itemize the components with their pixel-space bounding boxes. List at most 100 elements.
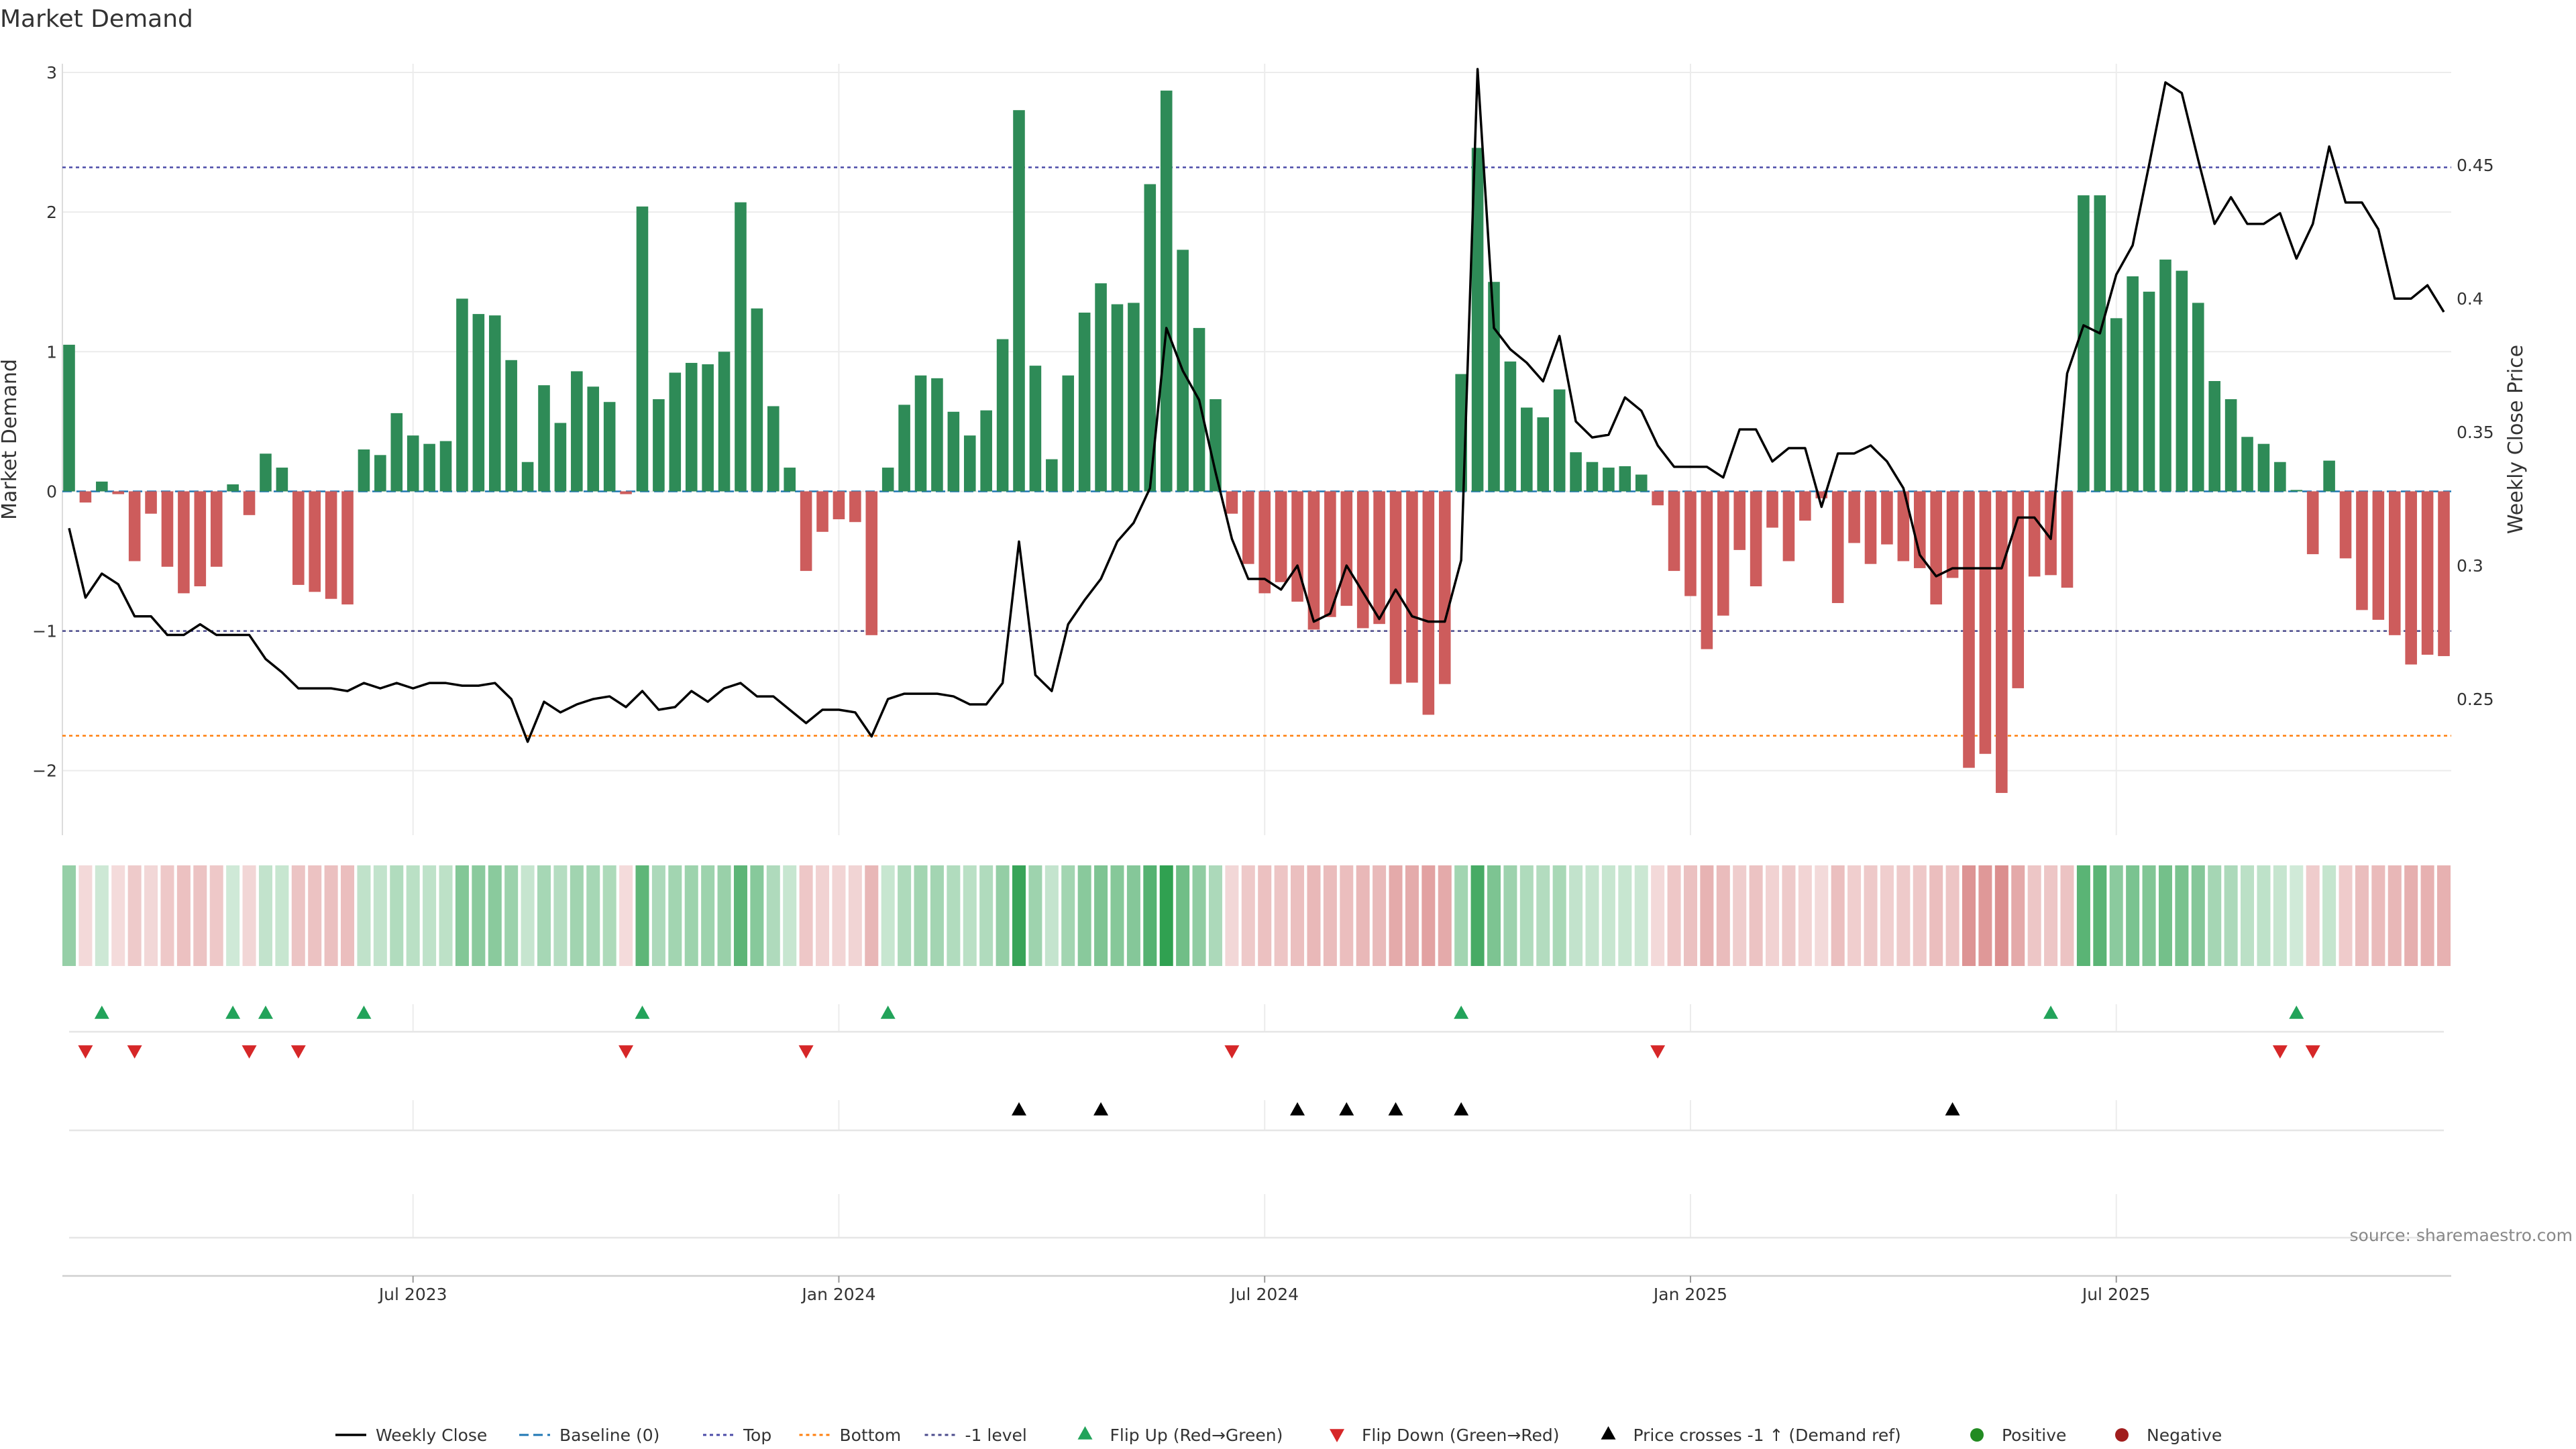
demand-bar — [1684, 491, 1697, 596]
heat-cell — [1323, 865, 1337, 966]
demand-bar — [505, 360, 517, 492]
heat-cell — [1421, 865, 1436, 966]
legend-label: Positive — [2002, 1426, 2066, 1445]
heat-cell — [586, 865, 600, 966]
heat-cell — [898, 865, 912, 966]
legend-label: Flip Down (Green→Red) — [1362, 1426, 1560, 1445]
heat-cell — [2126, 865, 2140, 966]
demand-bar — [1307, 491, 1320, 630]
demand-bar — [2421, 491, 2434, 655]
heat-cell — [504, 865, 519, 966]
demand-bar — [1930, 491, 1942, 605]
heat-cell — [111, 865, 125, 966]
demand-bar — [980, 410, 992, 492]
legend-swatch — [2115, 1428, 2129, 1442]
price-cross-marker — [1454, 1102, 1469, 1116]
demand-bar — [1815, 491, 1828, 498]
demand-bar — [669, 372, 682, 492]
flip-down-marker — [127, 1045, 142, 1059]
demand-bar — [1537, 417, 1550, 492]
demand-bar — [341, 491, 354, 605]
demand-bar — [1291, 491, 1303, 602]
demand-bar — [718, 352, 731, 492]
demand-bar — [784, 468, 796, 492]
demand-bar — [603, 402, 616, 492]
demand-bar — [1406, 491, 1418, 683]
heat-cell — [1913, 865, 1927, 966]
demand-bar — [276, 468, 288, 492]
legend: Weekly Close Baseline (0) Top Bottom -1 leve… — [335, 1426, 2222, 1445]
heat-cell — [1716, 865, 1730, 966]
heat-cell — [1815, 865, 1829, 966]
demand-bar — [112, 491, 125, 494]
right-tick-label: 0.3 — [2457, 556, 2483, 576]
heat-cell — [799, 865, 813, 966]
demand-bar — [1128, 303, 1140, 492]
demand-bar — [2438, 491, 2450, 657]
demand-bar — [996, 339, 1009, 492]
demand-bar — [439, 441, 452, 492]
heat-cell — [193, 865, 207, 966]
heat-cell — [373, 865, 387, 966]
legend-label: Weekly Close — [376, 1426, 487, 1445]
heat-cell — [1847, 865, 1862, 966]
heat-cell — [2371, 865, 2385, 966]
heat-cell — [2306, 865, 2320, 966]
demand-bar — [488, 315, 501, 492]
legend-swatch — [1077, 1426, 1093, 1440]
demand-bar — [1046, 459, 1058, 492]
heat-cell — [832, 865, 846, 966]
heat-cell — [2273, 865, 2287, 966]
flip-down-marker — [2305, 1045, 2320, 1059]
demand-bar — [456, 299, 468, 492]
demand-bar — [653, 399, 665, 492]
heat-cell — [455, 865, 469, 966]
demand-bar — [2028, 491, 2041, 577]
demand-bar — [1782, 491, 1795, 561]
heat-cell — [1274, 865, 1288, 966]
legend-item: Negative — [2115, 1426, 2222, 1445]
demand-bar — [2290, 490, 2303, 492]
heat-cell — [439, 865, 453, 966]
heat-cell — [1340, 865, 1354, 966]
demand-bar — [2257, 443, 2270, 492]
demand-bar — [309, 491, 321, 592]
heat-cell — [1585, 865, 1599, 966]
heat-cell — [1569, 865, 1583, 966]
heat-cell — [1126, 865, 1140, 966]
demand-bar — [2356, 491, 2368, 610]
heat-cell — [357, 865, 371, 966]
flip-up-marker — [94, 1006, 109, 1019]
heat-cell — [1110, 865, 1124, 966]
heat-cell — [324, 865, 338, 966]
legend-label: Negative — [2147, 1426, 2222, 1445]
demand-bar — [636, 206, 649, 492]
heat-cell — [488, 865, 502, 966]
heat-cell — [2142, 865, 2156, 966]
demand-bar — [2012, 491, 2025, 688]
demand-bar — [1831, 491, 1844, 603]
legend-item: -1 level — [924, 1426, 1027, 1445]
heat-cell — [1896, 865, 1911, 966]
heat-cell — [1864, 865, 1878, 966]
legend-item: Flip Up (Red→Green) — [1077, 1426, 1283, 1445]
legend-swatch — [1970, 1428, 1984, 1442]
demand-bar — [2143, 291, 2155, 492]
heat-cell — [1438, 865, 1452, 966]
demand-bar — [1111, 304, 1124, 492]
heat-cell — [1176, 865, 1190, 966]
heat-cell — [1880, 865, 1894, 966]
heat-cell — [684, 865, 698, 966]
demand-bar — [816, 491, 828, 532]
heat-cell — [275, 865, 289, 966]
demand-bar — [1488, 282, 1500, 492]
demand-bar — [1619, 466, 1631, 492]
heat-cell — [570, 865, 584, 966]
demand-bar — [571, 371, 583, 492]
demand-bar — [1603, 468, 1615, 492]
heat-cell — [2404, 865, 2418, 966]
price-series — [68, 68, 2445, 743]
demand-bar — [947, 411, 960, 492]
left-tick-label: 2 — [46, 203, 57, 222]
heat-cell — [1028, 865, 1042, 966]
